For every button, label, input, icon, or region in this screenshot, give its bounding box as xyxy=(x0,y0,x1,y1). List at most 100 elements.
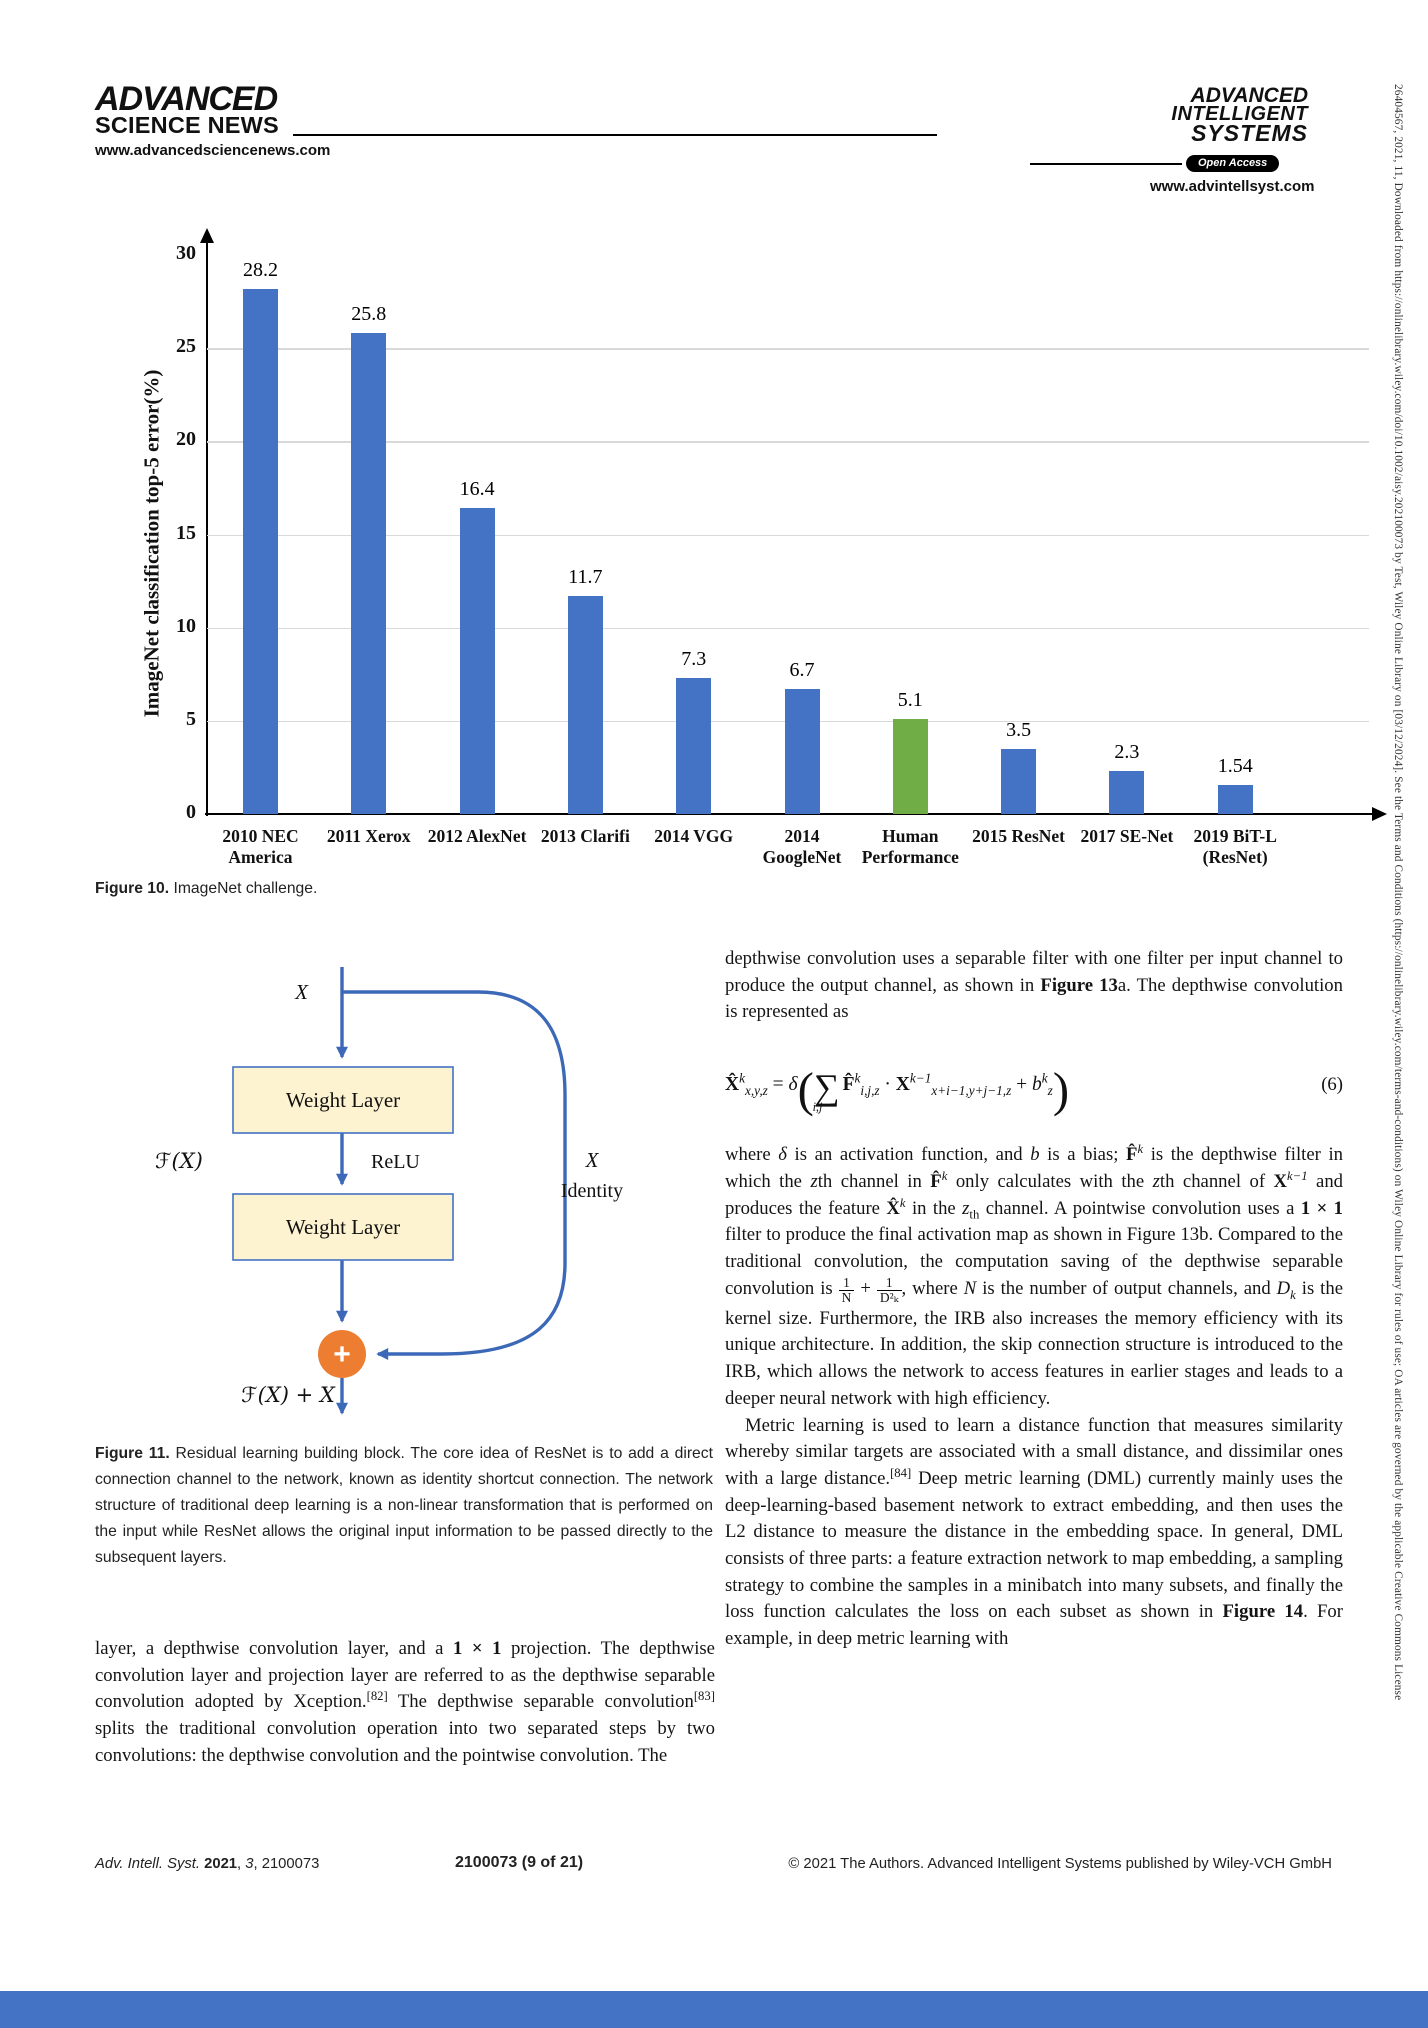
y-tick-15: 15 xyxy=(176,521,196,544)
x-tick-label: 2012 AlexNet xyxy=(402,826,552,847)
x-tick-line: 2011 Xerox xyxy=(326,826,411,846)
x-tick-label: 2013 Clarifi xyxy=(510,826,660,847)
x-tick-line: 2015 ResNet xyxy=(972,826,1065,846)
asn-logo-line1: ADVANCED xyxy=(95,80,278,118)
bar-1 xyxy=(351,333,387,814)
x-tick-line: 2014 xyxy=(784,826,820,846)
gridline-10 xyxy=(207,627,1369,630)
ais-logo-line3: SYSTEMS xyxy=(1191,120,1308,146)
right-paragraph-1: depthwise convolution uses a separable f… xyxy=(725,948,1343,1023)
x-tick-line: 2010 NEC xyxy=(222,826,299,846)
x-tick-line: America xyxy=(228,847,293,867)
right-paragraph-2: where δ is an activation function, and b… xyxy=(725,1141,1344,1409)
x-tick-line: GoogleNet xyxy=(762,847,842,867)
x-tick-label: 2011 Xerox xyxy=(294,826,444,847)
identity-x-label: X xyxy=(585,1148,600,1172)
footer-page-number: 2100073 (9 of 21) xyxy=(455,1854,584,1871)
identity-shortcut-path xyxy=(342,990,567,1360)
sidebar-download-disclaimer: 26404567, 2021, 11, Downloaded from http… xyxy=(1392,84,1404,1701)
x-tick-label: 2015 ResNet xyxy=(944,826,1094,847)
equation-6-content: X̂kx,y,z = δ(∑i,jF̂ki,j,z · Xk−1x+i−1,y+… xyxy=(725,1063,1070,1118)
bar-4 xyxy=(676,677,712,814)
y-tick-10: 10 xyxy=(176,614,196,637)
x-tick-label: 2014 GoogleNet xyxy=(727,826,877,868)
left-column-paragraph: layer, a depthwise convolution layer, an… xyxy=(95,1638,715,1766)
x-input-label: X xyxy=(294,980,309,1004)
right-column: depthwise convolution uses a separable f… xyxy=(725,946,1343,1653)
x-tick-label: Human Performance xyxy=(835,826,985,868)
figure11-caption: Figure 11. Residual learning building bl… xyxy=(95,1445,713,1566)
footer-citation: Adv. Intell. Syst. 2021, 3, 2100073 xyxy=(95,1856,320,1872)
bottom-band xyxy=(0,1991,1428,2028)
bar-2 xyxy=(459,508,495,814)
right-paragraph-3: Metric learning is used to learn a dista… xyxy=(725,1414,1343,1650)
relu-label: ReLU xyxy=(371,1151,420,1173)
x-axis-arrow xyxy=(1372,807,1387,821)
y-tick-30: 30 xyxy=(176,242,196,264)
figure11-diagram: Weight Layer Weight Layer + X ℱ(X) ReLU … xyxy=(155,967,623,1415)
bar-value-label: 2.3 xyxy=(1114,741,1140,764)
bar-value-label: 11.7 xyxy=(568,565,603,588)
bar-0 xyxy=(243,288,278,814)
x-tick-line: 2014 VGG xyxy=(654,826,734,846)
bar-6 xyxy=(892,718,928,814)
gridline-25 xyxy=(207,348,1369,350)
plus-icon: + xyxy=(333,1338,351,1371)
weight-layer-box-1 xyxy=(232,1066,454,1134)
gridline-15 xyxy=(207,534,1369,536)
identity-label: Identity xyxy=(561,1180,623,1202)
bar-value-label: 25.8 xyxy=(351,303,387,326)
output-label: ℱ(X) + X xyxy=(241,1383,336,1407)
bar-8 xyxy=(1109,771,1145,814)
x-tick-line: 2017 SE-Net xyxy=(1080,826,1174,846)
bar-5 xyxy=(784,689,820,814)
weight-layer-2-label: Weight Layer xyxy=(286,1215,400,1239)
x-tick-line: 2019 BiT-L xyxy=(1193,826,1277,846)
bar-7 xyxy=(1001,748,1037,814)
fx-label: ℱ(X) xyxy=(155,1149,203,1173)
ais-logo: ADVANCED INTELLIGENT SYSTEMS xyxy=(1150,84,1308,146)
x-tick-line: 2012 AlexNet xyxy=(427,826,527,846)
x-tick-line: Performance xyxy=(861,847,959,867)
x-tick-label: 2014 VGG xyxy=(619,826,769,847)
ais-logo-line1: ADVANCED xyxy=(1190,84,1308,107)
y-axis-line xyxy=(205,243,209,816)
x-tick-line: 2013 Clarifi xyxy=(540,826,630,846)
bar-value-label: 28.2 xyxy=(243,258,278,281)
bar-value-label: 5.1 xyxy=(897,688,923,711)
y-axis-arrow xyxy=(199,228,214,243)
y-tick-5: 5 xyxy=(186,707,196,730)
x-tick-label: 2019 BiT-L (ResNet) xyxy=(1160,826,1310,868)
weight-layer-box-2 xyxy=(232,1193,454,1261)
x-tick-label: 2017 SE-Net xyxy=(1052,826,1202,847)
ais-logo-line2: INTELLIGENT xyxy=(1171,103,1308,125)
footer-copyright: © 2021 The Authors. Advanced Intelligent… xyxy=(788,1856,1332,1872)
asn-url: www.advancedsciencenews.com xyxy=(95,142,331,159)
bar-value-label: 6.7 xyxy=(789,659,815,682)
weight-layer-1-label: Weight Layer xyxy=(286,1088,400,1112)
sum-node xyxy=(318,1330,366,1378)
figure10-chart: ImageNet classification top-5 error(%) 0… xyxy=(110,228,1387,895)
y-tick-25: 25 xyxy=(176,335,196,358)
asn-logo-line2: SCIENCE NEWS xyxy=(95,112,279,138)
bar-value-label: 16.4 xyxy=(459,478,495,501)
figure10-caption: Figure 10. ImageNet challenge. xyxy=(95,880,318,897)
equation-6-number: (6) xyxy=(1321,1074,1343,1096)
bar-3 xyxy=(567,595,603,814)
bar-value-label: 1.54 xyxy=(1217,755,1253,778)
header-rule-right xyxy=(1030,163,1182,165)
y-tick-0: 0 xyxy=(186,801,196,823)
y-tick-20: 20 xyxy=(176,428,196,451)
header-rule-left xyxy=(293,134,937,136)
ais-url: www.advintellsyst.com xyxy=(1150,178,1315,195)
bar-value-label: 7.3 xyxy=(681,647,707,670)
x-tick-line: (ResNet) xyxy=(1202,847,1268,867)
open-access-badge: Open Access xyxy=(1186,155,1280,172)
equation-6: X̂kx,y,z = δ(∑i,jF̂ki,j,z · Xk−1x+i−1,y+… xyxy=(725,1052,1343,1118)
x-tick-label: 2010 NEC America xyxy=(186,826,336,868)
bar-9 xyxy=(1217,785,1253,814)
gridline-20 xyxy=(207,441,1369,443)
x-tick-line: Human xyxy=(882,826,939,846)
bar-value-label: 3.5 xyxy=(1006,718,1032,741)
